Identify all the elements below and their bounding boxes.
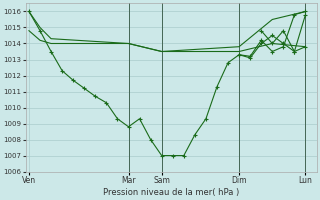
X-axis label: Pression niveau de la mer( hPa ): Pression niveau de la mer( hPa ): [103, 188, 239, 197]
